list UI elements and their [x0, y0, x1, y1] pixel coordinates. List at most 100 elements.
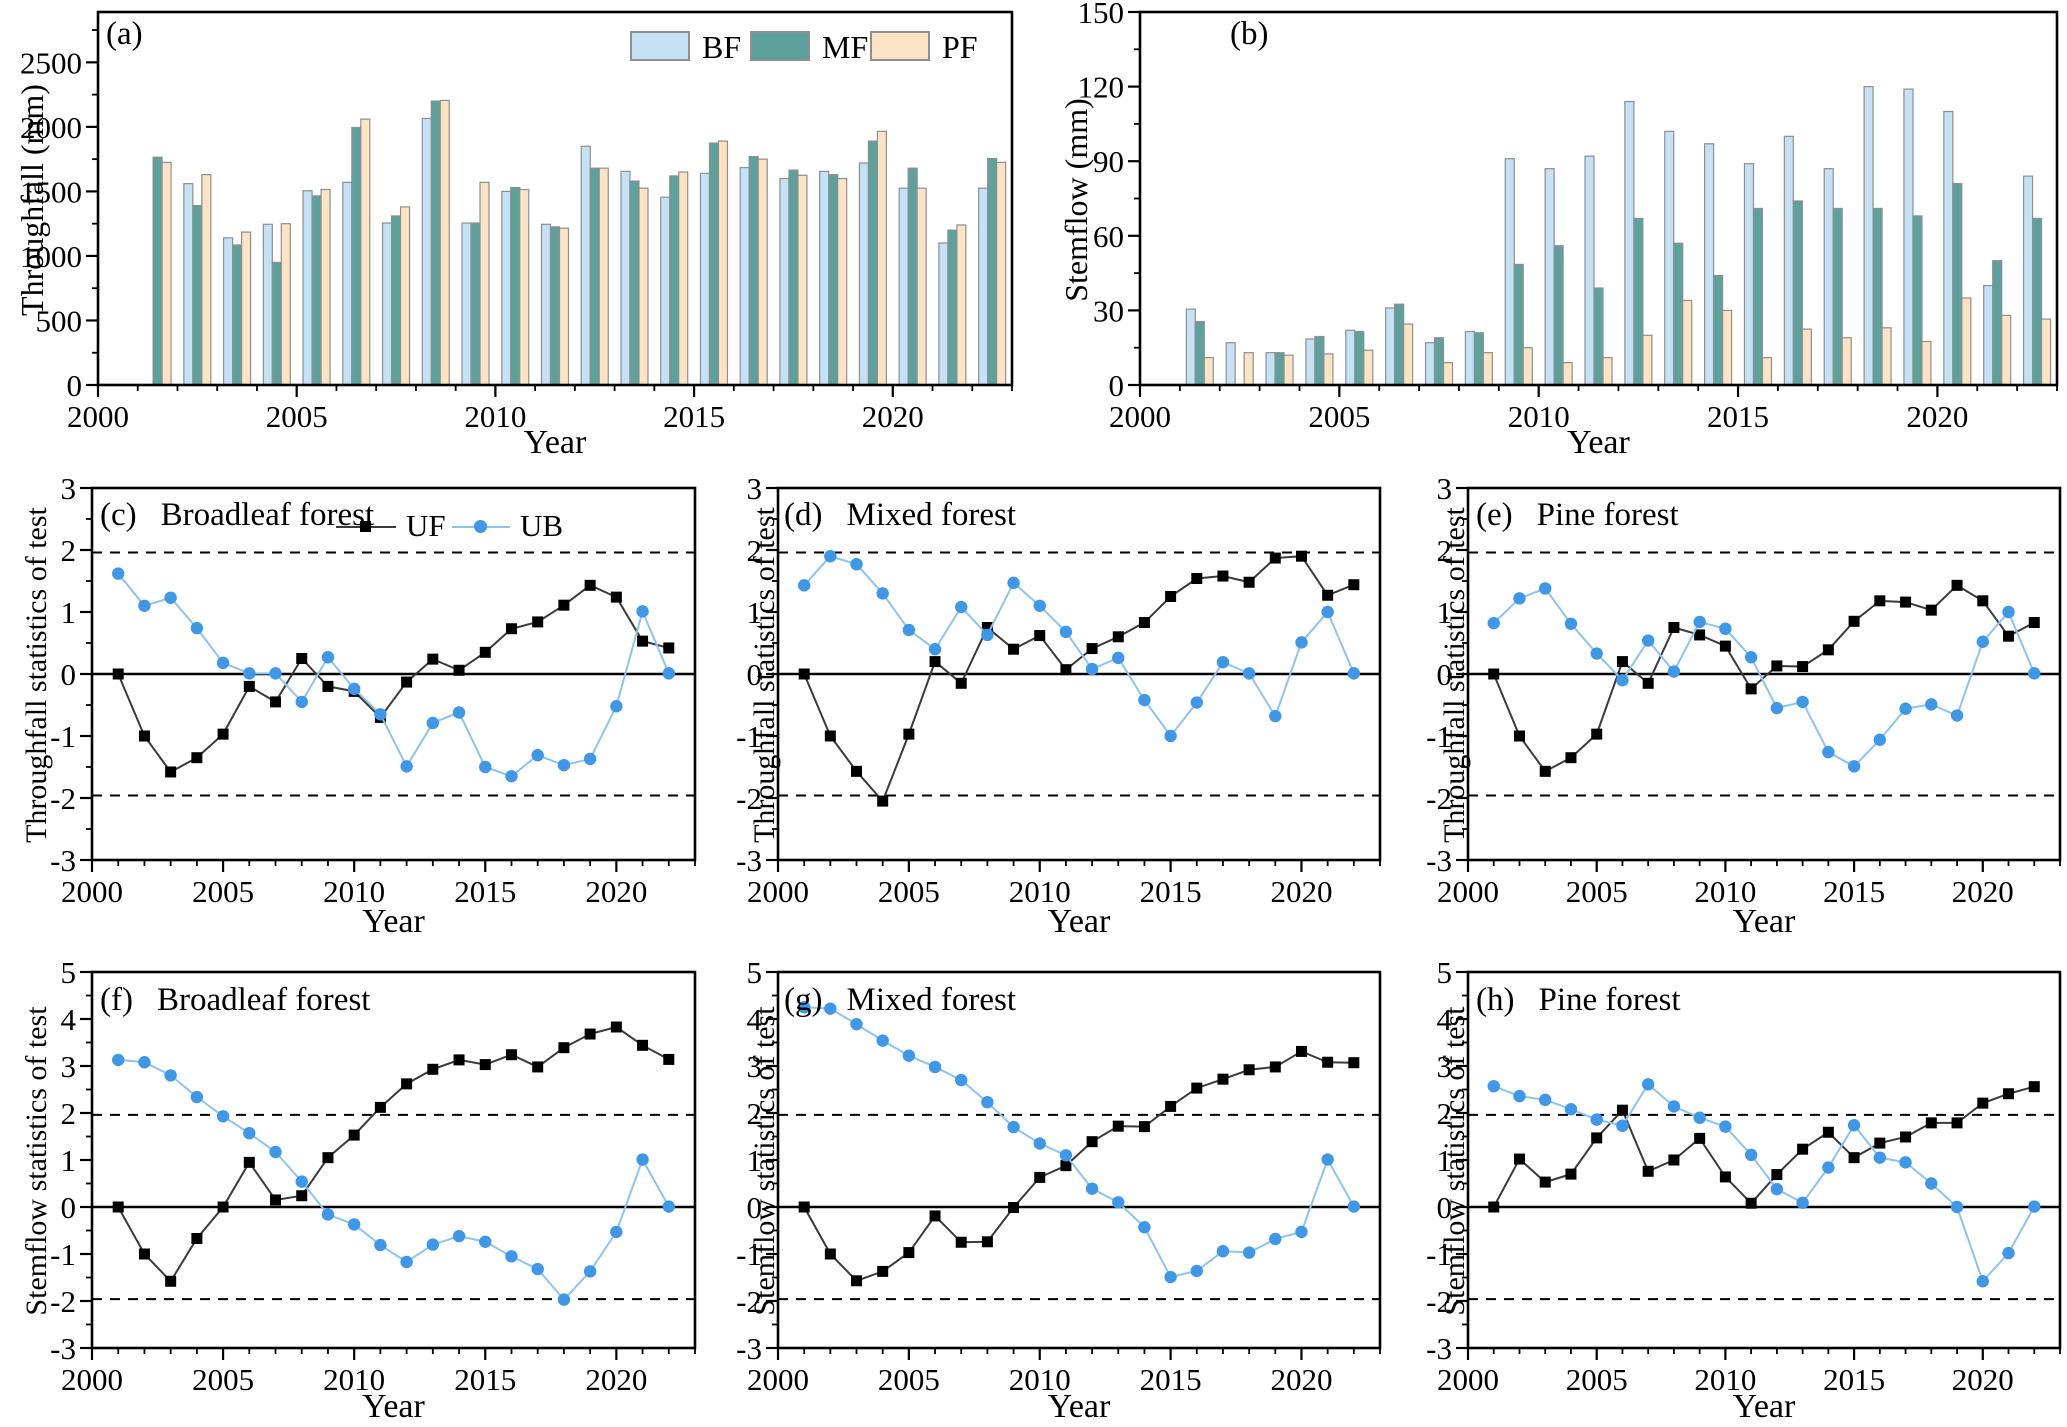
series-UB — [797, 550, 1361, 743]
uf-point — [453, 664, 465, 676]
ub-point — [850, 1017, 863, 1031]
uf-point — [929, 656, 941, 668]
y-axis-label-e: Throughfall statistics of test — [1438, 507, 1471, 843]
y-axis-label-b: Stemflow (mm) — [1058, 98, 1094, 302]
ub-point — [1899, 702, 1912, 715]
tick-label: -2 — [736, 1284, 762, 1319]
ub-point — [479, 1235, 492, 1248]
uf-point — [374, 1101, 386, 1113]
tick-label: 2015 — [454, 874, 516, 909]
legend-label-pf: PF — [942, 29, 978, 65]
bar — [1225, 342, 1236, 386]
ub-point — [1513, 592, 1526, 605]
tick-label: 2010 — [1694, 1362, 1756, 1397]
ub-point — [824, 1002, 837, 1015]
tick-label: -1 — [50, 719, 76, 754]
ub-point — [1616, 1119, 1629, 1132]
uf-point — [558, 1042, 570, 1054]
y-axis-label-f: Stemflow statistics of test — [20, 1006, 53, 1316]
ub-point — [797, 1001, 811, 1014]
tick-label: 2500 — [20, 45, 82, 80]
uf-point — [637, 1039, 649, 1051]
bar — [1203, 357, 1214, 386]
bar — [1593, 287, 1604, 386]
uf-point — [348, 1129, 360, 1141]
ub-point — [1950, 1200, 1964, 1214]
x-axis-label-c: Year — [362, 903, 425, 940]
ub-point — [164, 591, 177, 604]
bars-BF — [1185, 85, 2034, 386]
uf-point — [270, 1194, 282, 1206]
bar — [1482, 352, 1493, 386]
ub-point — [1085, 662, 1099, 676]
panel-a-label: (a) — [106, 16, 143, 52]
uf-point — [112, 1201, 124, 1213]
tick-label: 2005 — [878, 874, 940, 909]
uf-point — [112, 668, 124, 680]
ub-point — [243, 667, 256, 680]
uf-point — [2028, 617, 2040, 629]
ub-point — [1822, 1161, 1835, 1174]
series-line — [1493, 1082, 2036, 1284]
stemflow-test-mixed-chart: 2000 2005 2010 2015 2020 -3 -2 -1 0 1 2 3 4 5 — [736, 955, 1382, 1397]
ub-point — [1347, 1200, 1361, 1213]
ub-point — [928, 643, 942, 656]
uf-point — [217, 728, 229, 740]
throughfall-test-mixed-chart: 2000 2005 2010 2015 2020 -3 -2 -1 0 1 2 3 — [736, 471, 1382, 909]
panel-g-title: (g) Mixed forest — [784, 982, 1017, 1018]
ub-point — [557, 758, 571, 772]
ub-point — [1033, 599, 1046, 612]
bar — [748, 155, 759, 386]
uf-point — [401, 676, 413, 688]
ub-point — [1190, 696, 1203, 709]
tick-label: 500 — [36, 303, 83, 338]
tick-label: 2 — [1437, 533, 1453, 568]
ub-point — [347, 682, 361, 696]
stemflow-test-broadleaf-chart: 2000 2005 2010 2015 2020 -3 -2 -1 0 1 2 3 4 5 — [50, 955, 697, 1397]
legend-label-mf: MF — [822, 29, 869, 65]
uf-point — [1822, 644, 1834, 656]
tick-label: -3 — [1426, 1331, 1452, 1366]
tick-label: 2015 — [1707, 399, 1769, 434]
uf-point — [663, 642, 675, 654]
uf-point — [1745, 683, 1757, 695]
tick-label: 1500 — [20, 174, 82, 209]
ub-point — [1744, 651, 1758, 664]
uf-point — [955, 1236, 967, 1248]
ub-point — [531, 749, 544, 762]
panel-c-title: (c) Broadleaf forest — [100, 497, 375, 533]
bar — [1682, 299, 1693, 386]
ub-point — [426, 1238, 440, 1251]
uf-point — [191, 1232, 203, 1244]
tick-label: 2000 — [67, 399, 129, 434]
bar — [828, 174, 839, 386]
ub-point — [955, 1073, 968, 1087]
bar — [1424, 342, 1436, 386]
uf-point — [955, 677, 967, 689]
uf-point — [981, 1236, 993, 1248]
x-axis-label-a: Year — [523, 424, 587, 461]
tick-label: 3 — [1437, 471, 1453, 506]
ub-point — [1059, 625, 1073, 639]
uf-point — [2028, 1081, 2040, 1093]
ub-point — [797, 579, 811, 592]
tick-label: 2020 — [1270, 1362, 1332, 1397]
axes: 2000 2005 2010 2015 2020 -3 -2 -1 0 1 2 3 4 5 — [736, 955, 1381, 1397]
uf-point — [191, 752, 203, 764]
ub-point — [955, 600, 968, 614]
series-line — [117, 1025, 670, 1283]
bar — [461, 222, 472, 386]
tick-label: 2 — [61, 1096, 77, 1131]
bar — [779, 177, 790, 386]
uf-point — [1488, 668, 1500, 680]
ub-point — [1112, 651, 1125, 665]
bar — [757, 158, 768, 386]
tick-label: 60 — [1093, 219, 1124, 254]
bar — [1522, 347, 1533, 386]
bar — [1761, 357, 1773, 386]
ub-point — [1242, 667, 1256, 680]
bar — [717, 140, 729, 386]
bar — [192, 204, 203, 386]
ub-point — [1269, 1232, 1282, 1246]
bar — [519, 188, 530, 386]
